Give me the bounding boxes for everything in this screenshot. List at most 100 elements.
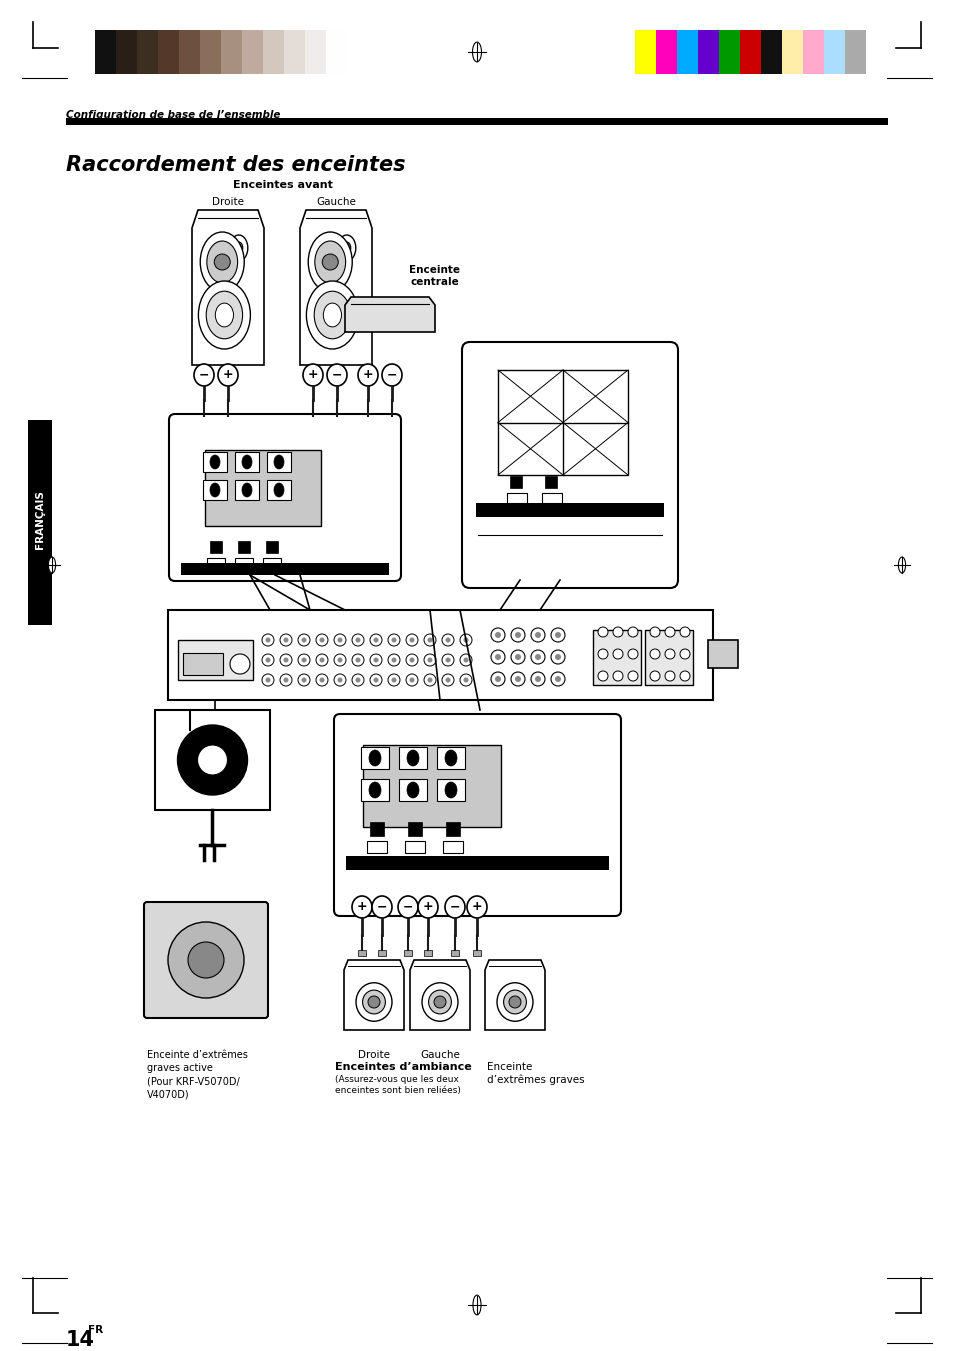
- Text: Droite: Droite: [212, 197, 244, 207]
- Ellipse shape: [428, 990, 451, 1013]
- Circle shape: [262, 634, 274, 646]
- Text: FR: FR: [88, 1325, 103, 1335]
- Circle shape: [531, 671, 544, 686]
- Ellipse shape: [314, 240, 345, 282]
- Circle shape: [598, 648, 607, 659]
- Circle shape: [511, 628, 524, 642]
- Ellipse shape: [444, 896, 464, 917]
- Bar: [677, 30, 698, 74]
- Circle shape: [649, 671, 659, 681]
- Circle shape: [391, 677, 396, 682]
- Circle shape: [441, 634, 454, 646]
- Circle shape: [598, 671, 607, 681]
- Circle shape: [406, 634, 417, 646]
- Circle shape: [649, 627, 659, 638]
- Bar: [203, 480, 227, 500]
- Text: −: −: [332, 369, 342, 381]
- Circle shape: [355, 677, 360, 682]
- Circle shape: [301, 658, 306, 662]
- Circle shape: [535, 676, 540, 682]
- Ellipse shape: [234, 242, 243, 254]
- Bar: [408, 821, 421, 836]
- Circle shape: [283, 677, 288, 682]
- Circle shape: [334, 674, 346, 686]
- Circle shape: [388, 674, 399, 686]
- Ellipse shape: [472, 42, 481, 62]
- Circle shape: [337, 677, 342, 682]
- Bar: [405, 842, 424, 852]
- Bar: [446, 821, 459, 836]
- Ellipse shape: [308, 232, 352, 292]
- Circle shape: [679, 671, 689, 681]
- Circle shape: [334, 634, 346, 646]
- Bar: [370, 821, 384, 836]
- Ellipse shape: [397, 896, 417, 917]
- Circle shape: [495, 632, 500, 638]
- Circle shape: [427, 677, 432, 682]
- Circle shape: [368, 996, 379, 1008]
- Text: −: −: [376, 901, 387, 913]
- Circle shape: [265, 638, 271, 643]
- Circle shape: [509, 996, 520, 1008]
- Bar: [263, 30, 284, 74]
- Bar: [802, 30, 823, 74]
- Bar: [234, 480, 258, 500]
- Circle shape: [283, 658, 288, 662]
- Bar: [698, 30, 719, 74]
- Bar: [451, 950, 458, 957]
- Circle shape: [297, 634, 310, 646]
- Bar: [541, 493, 561, 503]
- Bar: [719, 30, 740, 74]
- Circle shape: [355, 638, 360, 643]
- Circle shape: [423, 634, 436, 646]
- Circle shape: [515, 676, 520, 682]
- Circle shape: [463, 677, 468, 682]
- Bar: [403, 950, 412, 957]
- Circle shape: [370, 634, 381, 646]
- Circle shape: [297, 654, 310, 666]
- Bar: [158, 30, 179, 74]
- Ellipse shape: [352, 896, 372, 917]
- Ellipse shape: [467, 896, 486, 917]
- Bar: [203, 453, 227, 471]
- Bar: [497, 370, 627, 476]
- Ellipse shape: [207, 240, 237, 282]
- Circle shape: [555, 632, 560, 638]
- Text: −: −: [386, 369, 396, 381]
- Circle shape: [679, 648, 689, 659]
- Circle shape: [495, 654, 500, 661]
- Bar: [224, 413, 232, 420]
- Ellipse shape: [193, 363, 213, 386]
- Circle shape: [262, 654, 274, 666]
- Bar: [333, 413, 340, 420]
- Text: +: +: [362, 369, 373, 381]
- Bar: [234, 453, 258, 471]
- Circle shape: [441, 674, 454, 686]
- Circle shape: [427, 658, 432, 662]
- Bar: [154, 711, 270, 811]
- Circle shape: [188, 942, 224, 978]
- Circle shape: [627, 648, 638, 659]
- Circle shape: [265, 658, 271, 662]
- Circle shape: [409, 658, 414, 662]
- Ellipse shape: [369, 750, 380, 766]
- Circle shape: [337, 658, 342, 662]
- Ellipse shape: [206, 292, 242, 339]
- Circle shape: [315, 634, 328, 646]
- Circle shape: [531, 650, 544, 663]
- Bar: [740, 30, 760, 74]
- Ellipse shape: [417, 896, 437, 917]
- Bar: [179, 30, 200, 74]
- Bar: [593, 630, 640, 685]
- Polygon shape: [484, 961, 544, 1029]
- Bar: [398, 780, 427, 801]
- Ellipse shape: [198, 281, 250, 349]
- Bar: [844, 30, 865, 74]
- Bar: [210, 540, 222, 553]
- Text: +: +: [356, 901, 367, 913]
- Circle shape: [445, 638, 450, 643]
- Ellipse shape: [210, 484, 220, 497]
- Bar: [205, 450, 320, 526]
- Bar: [181, 563, 389, 576]
- Circle shape: [388, 654, 399, 666]
